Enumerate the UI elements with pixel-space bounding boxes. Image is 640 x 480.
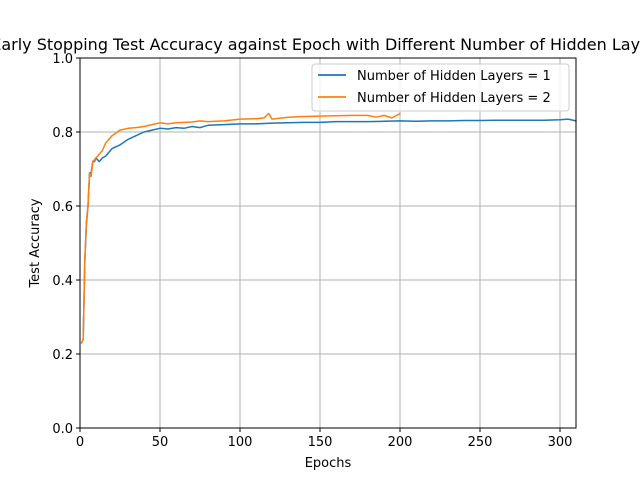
series-line-2: [80, 112, 401, 344]
series-layer: [80, 112, 577, 344]
legend-box: [311, 63, 570, 112]
y-axis-title: Test Accuracy: [28, 198, 43, 288]
legend: Number of Hidden Layers = 1 Number of Hi…: [311, 63, 570, 112]
plot-area: [80, 58, 576, 428]
chart-title: Early Stopping Test Accuracy against Epo…: [0, 35, 640, 54]
x-tick-label: 0: [76, 435, 84, 450]
legend-label-series-2: Number of Hidden Layers = 2: [357, 91, 551, 106]
x-tick-label: 150: [308, 435, 333, 450]
x-tick-label: 100: [228, 435, 253, 450]
series-line-1: [80, 118, 577, 344]
y-tick-label: 0.4: [52, 274, 73, 289]
x-tick-label: 250: [468, 435, 493, 450]
legend-label-series-1: Number of Hidden Layers = 1: [357, 69, 551, 84]
y-tick-label: 1.0: [52, 52, 73, 67]
plot-frame: [79, 57, 577, 429]
x-tick-label: 300: [548, 435, 573, 450]
y-tick-label: 0.6: [52, 200, 73, 215]
x-tick-label: 200: [388, 435, 413, 450]
y-tick-label: 0.0: [52, 422, 73, 437]
x-axis-title: Epochs: [305, 456, 352, 471]
y-tick-label: 0.2: [52, 348, 73, 363]
ticks: 0 50 100 150 200 250 300 0.0 0.2 0.4 0.6 0.8 1.0: [52, 52, 572, 450]
x-tick-label: 50: [152, 435, 169, 450]
y-tick-label: 0.8: [52, 126, 73, 141]
